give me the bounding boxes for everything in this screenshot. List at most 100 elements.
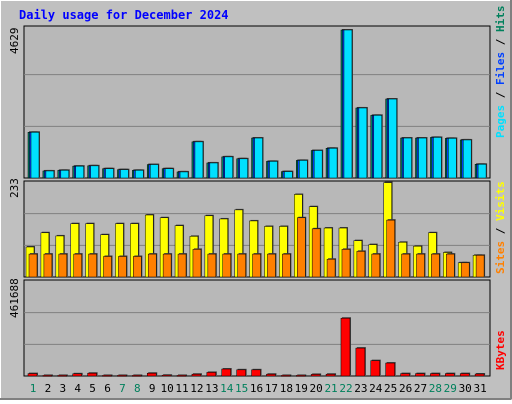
bar-kbytes-day-18-shadow bbox=[282, 374, 292, 376]
bar-sites-day-24 bbox=[371, 253, 381, 278]
bar-kbytes-day-13 bbox=[206, 372, 217, 377]
bar-sites-day-25 bbox=[386, 219, 395, 278]
x-tick-label-17: 17 bbox=[265, 382, 278, 395]
bar-sites-day-26 bbox=[401, 253, 410, 278]
bar-sites-day-16 bbox=[252, 253, 261, 278]
bar-pages-day-21 bbox=[328, 148, 338, 179]
bar-kbytes-day-1 bbox=[27, 373, 38, 377]
bar-pages-day-6 bbox=[105, 168, 114, 179]
bar-pages-day-17 bbox=[269, 161, 278, 179]
middle-axis-max-label: 233 bbox=[8, 178, 21, 198]
bar-sites-day-12 bbox=[192, 249, 202, 278]
bar-pages-day-22 bbox=[343, 29, 353, 179]
bar-sites-day-4 bbox=[73, 253, 82, 278]
bar-kbytes-day-16 bbox=[251, 369, 261, 377]
x-tick-label-27: 27 bbox=[414, 382, 427, 395]
bar-kbytes-day-11 bbox=[176, 375, 187, 377]
legend-bottom: KBytes bbox=[494, 330, 507, 370]
bar-sites-day-18 bbox=[282, 253, 291, 278]
bar-sites-day-9 bbox=[147, 253, 157, 278]
bar-kbytes-day-8 bbox=[132, 375, 142, 377]
x-tick-label-3: 3 bbox=[59, 382, 66, 395]
legend-files: Files bbox=[494, 52, 507, 85]
bar-sites-day-28 bbox=[431, 253, 440, 278]
bottom-axis-max-label: 461688 bbox=[8, 278, 21, 318]
x-tick-label-22: 22 bbox=[339, 382, 352, 395]
x-tick-label-28: 28 bbox=[429, 382, 442, 395]
bar-kbytes-day-9 bbox=[146, 372, 157, 377]
bar-kbytes-day-21 bbox=[325, 373, 336, 377]
bar-kbytes-day-19-shadow bbox=[297, 374, 307, 376]
x-tick-label-31: 31 bbox=[473, 382, 486, 395]
legend-middle: Sites / Visits bbox=[494, 181, 507, 274]
x-tick-label-26: 26 bbox=[399, 382, 412, 395]
bar-sites-day-22 bbox=[341, 249, 351, 278]
bar-pages-day-27 bbox=[418, 137, 427, 179]
bar-kbytes-day-6 bbox=[102, 375, 112, 377]
x-tick-label-25: 25 bbox=[384, 382, 397, 395]
x-tick-label-14: 14 bbox=[220, 382, 234, 395]
bar-kbytes-day-2 bbox=[42, 375, 53, 377]
bar-pages-day-23 bbox=[358, 107, 368, 179]
x-tick-label-16: 16 bbox=[250, 382, 263, 395]
bar-pages-day-9 bbox=[149, 164, 159, 179]
bar-kbytes-day-30 bbox=[459, 373, 470, 377]
legend-visits: Visits bbox=[494, 181, 507, 221]
bar-pages-day-28 bbox=[433, 137, 442, 179]
bar-pages-day-10 bbox=[164, 168, 174, 179]
legend-top-separator-2: / bbox=[494, 85, 507, 105]
x-tick-label-29: 29 bbox=[444, 382, 457, 395]
bar-kbytes-day-15 bbox=[236, 369, 246, 377]
bar-sites-day-6 bbox=[103, 256, 112, 278]
bar-sites-day-19 bbox=[297, 217, 306, 278]
bar-sites-day-5 bbox=[88, 253, 97, 278]
bar-sites-day-17 bbox=[267, 253, 276, 278]
x-tick-label-10: 10 bbox=[161, 382, 174, 395]
bar-sites-day-29 bbox=[446, 253, 455, 278]
legend-top-separator-1: / bbox=[494, 32, 507, 52]
bar-kbytes-day-10-shadow bbox=[163, 374, 173, 376]
bar-sites-day-27 bbox=[416, 253, 425, 278]
x-tick-label-5: 5 bbox=[89, 382, 96, 395]
bar-sites-day-14 bbox=[222, 253, 231, 278]
top-axis-max-label: 4629 bbox=[8, 28, 21, 55]
bar-kbytes-day-20 bbox=[310, 374, 321, 377]
bar-kbytes-day-28 bbox=[430, 373, 440, 377]
bar-kbytes-day-10 bbox=[161, 374, 172, 377]
bar-pages-day-7 bbox=[120, 169, 129, 179]
bar-pages-day-31 bbox=[477, 164, 487, 179]
x-tick-label-1: 1 bbox=[30, 382, 37, 395]
bar-pages-day-18 bbox=[284, 171, 293, 179]
plot-area-3 bbox=[23, 279, 491, 377]
bar-kbytes-day-18 bbox=[281, 375, 291, 377]
bar-pages-day-15 bbox=[239, 158, 248, 179]
bar-sites-day-20 bbox=[311, 228, 321, 278]
bar-sites-day-31 bbox=[475, 255, 485, 278]
legend-pages: Pages bbox=[494, 105, 507, 138]
bar-sites-day-1 bbox=[28, 253, 38, 278]
x-tick-label-15: 15 bbox=[235, 382, 248, 395]
bar-sites-day-3 bbox=[58, 253, 68, 278]
x-tick-label-7: 7 bbox=[119, 382, 126, 395]
x-tick-label-9: 9 bbox=[149, 382, 156, 395]
bar-pages-day-8 bbox=[135, 170, 144, 179]
bar-sites-day-2 bbox=[43, 253, 53, 278]
bar-pages-day-14 bbox=[224, 156, 233, 179]
bar-pages-day-5 bbox=[90, 165, 99, 179]
bar-pages-day-29 bbox=[448, 138, 457, 179]
bar-pages-day-11 bbox=[179, 171, 189, 179]
bar-kbytes-day-27 bbox=[415, 373, 425, 377]
x-tick-label-6: 6 bbox=[104, 382, 111, 395]
bar-kbytes-day-3 bbox=[57, 375, 68, 377]
bar-kbytes-day-23 bbox=[355, 347, 366, 377]
bar-kbytes-day-26 bbox=[400, 373, 410, 377]
bar-pages-day-2 bbox=[45, 170, 55, 179]
bar-kbytes-day-24 bbox=[370, 360, 381, 377]
bar-sites-day-11 bbox=[177, 253, 187, 278]
bar-kbytes-day-4 bbox=[72, 373, 82, 377]
x-tick-label-2: 2 bbox=[45, 382, 52, 395]
bar-sites-day-8 bbox=[133, 256, 142, 278]
x-tick-label-20: 20 bbox=[310, 382, 323, 395]
bar-sites-day-15 bbox=[237, 253, 246, 278]
bar-kbytes-day-3-shadow bbox=[58, 374, 68, 376]
